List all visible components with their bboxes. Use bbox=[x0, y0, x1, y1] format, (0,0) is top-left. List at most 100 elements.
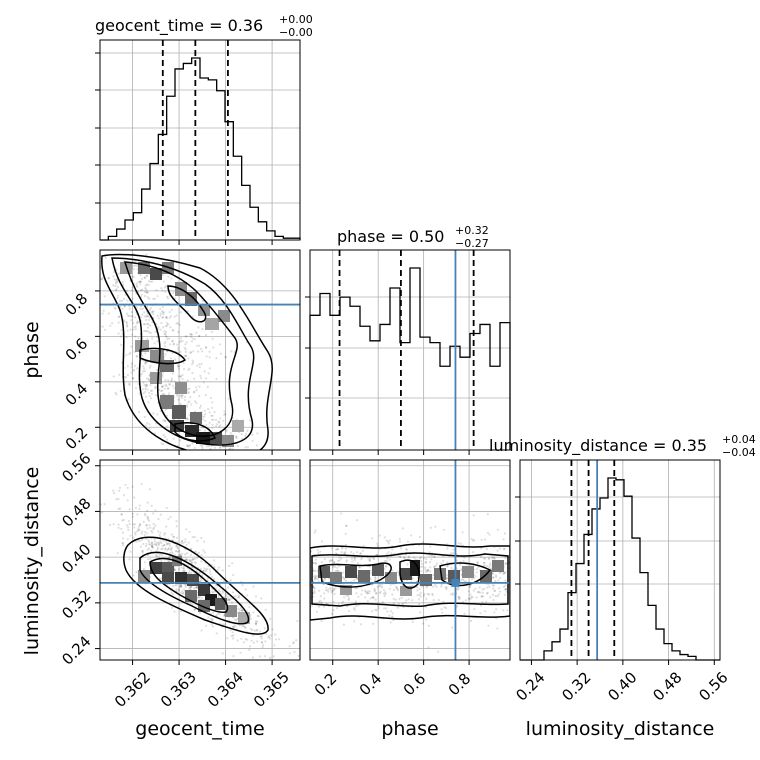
sample-point bbox=[149, 364, 152, 367]
sample-point bbox=[446, 564, 449, 568]
sample-point bbox=[142, 392, 145, 395]
sample-point bbox=[432, 599, 435, 602]
sample-point bbox=[197, 457, 199, 459]
sample-point bbox=[172, 535, 175, 538]
sample-point bbox=[395, 586, 398, 590]
sample-point bbox=[233, 624, 236, 627]
sample-point bbox=[406, 563, 409, 566]
sample-point bbox=[181, 378, 184, 381]
sample-point bbox=[133, 268, 136, 271]
sample-point bbox=[264, 640, 267, 643]
sample-point bbox=[338, 556, 341, 559]
density-cell bbox=[372, 564, 384, 576]
sample-point bbox=[186, 444, 189, 448]
sample-point bbox=[166, 387, 169, 390]
sample-point bbox=[178, 589, 181, 592]
sample-point bbox=[186, 559, 189, 562]
sample-point bbox=[126, 486, 129, 489]
sample-point bbox=[405, 548, 408, 551]
sample-point bbox=[473, 539, 476, 542]
sample-point bbox=[420, 570, 423, 573]
sample-point bbox=[195, 401, 198, 405]
sample-point bbox=[232, 625, 235, 629]
sample-point bbox=[200, 560, 203, 563]
sample-point bbox=[205, 423, 208, 426]
sample-point bbox=[482, 595, 485, 598]
sample-point bbox=[103, 295, 106, 298]
sample-point bbox=[158, 553, 162, 556]
sample-point bbox=[189, 335, 193, 338]
sample-point bbox=[190, 340, 194, 343]
sample-point bbox=[146, 516, 149, 520]
sample-point bbox=[407, 555, 410, 558]
sample-point bbox=[200, 629, 203, 632]
sample-point bbox=[131, 369, 134, 372]
sample-point bbox=[318, 605, 321, 608]
sample-point bbox=[150, 529, 153, 533]
sample-point bbox=[463, 556, 466, 559]
sample-point bbox=[165, 385, 168, 388]
sample-point bbox=[193, 608, 196, 611]
sample-point bbox=[159, 410, 162, 413]
sample-point bbox=[210, 455, 212, 457]
sample-point bbox=[457, 595, 460, 598]
sample-point bbox=[137, 529, 140, 532]
sample-point bbox=[374, 589, 377, 592]
sample-point bbox=[327, 590, 330, 593]
sample-point bbox=[168, 555, 171, 558]
sample-point bbox=[142, 567, 145, 571]
sample-point bbox=[234, 595, 237, 598]
sample-point bbox=[479, 612, 482, 615]
sample-point bbox=[131, 333, 134, 336]
sample-point bbox=[278, 638, 281, 641]
sample-point bbox=[445, 606, 448, 610]
sample-point bbox=[428, 593, 431, 596]
sample-point bbox=[168, 544, 172, 547]
sample-point bbox=[458, 597, 461, 600]
sample-point bbox=[126, 329, 129, 332]
sample-point bbox=[165, 414, 169, 417]
sample-point bbox=[491, 593, 494, 597]
sample-point bbox=[91, 525, 93, 527]
sample-point bbox=[431, 592, 434, 595]
sample-point bbox=[134, 386, 138, 390]
sample-point bbox=[315, 575, 318, 578]
sample-point bbox=[176, 343, 179, 346]
sample-point bbox=[293, 650, 296, 654]
sample-point bbox=[445, 588, 448, 591]
sample-point bbox=[192, 350, 195, 353]
sample-point bbox=[143, 384, 146, 387]
sample-point bbox=[480, 538, 483, 541]
sample-point bbox=[274, 633, 277, 636]
sample-point bbox=[488, 533, 491, 536]
sample-point bbox=[185, 558, 188, 561]
sample-point bbox=[156, 340, 159, 343]
sample-point bbox=[164, 378, 167, 382]
sample-point bbox=[376, 542, 379, 545]
density-cell bbox=[218, 310, 230, 322]
sample-point bbox=[118, 299, 122, 302]
sample-point bbox=[280, 664, 282, 666]
sample-point bbox=[383, 607, 386, 610]
sample-point bbox=[255, 629, 258, 632]
sample-point bbox=[319, 599, 322, 602]
sample-point bbox=[123, 305, 126, 308]
sample-point bbox=[246, 638, 249, 641]
sample-point bbox=[461, 578, 464, 581]
density-cell bbox=[215, 598, 227, 610]
sample-point bbox=[233, 351, 236, 354]
sample-point bbox=[433, 555, 436, 558]
sample-point bbox=[175, 588, 178, 591]
sample-point bbox=[171, 593, 175, 596]
sample-point bbox=[142, 322, 145, 326]
sample-point bbox=[491, 556, 494, 559]
sample-point bbox=[422, 540, 425, 544]
sample-point bbox=[157, 325, 160, 329]
sample-point bbox=[192, 361, 195, 364]
sample-point bbox=[203, 370, 206, 373]
xtick-lum-0.24: 0.24 bbox=[512, 668, 548, 704]
sample-point bbox=[191, 359, 194, 362]
sample-point bbox=[138, 504, 141, 507]
sample-point bbox=[345, 605, 348, 608]
sample-point bbox=[488, 566, 491, 569]
